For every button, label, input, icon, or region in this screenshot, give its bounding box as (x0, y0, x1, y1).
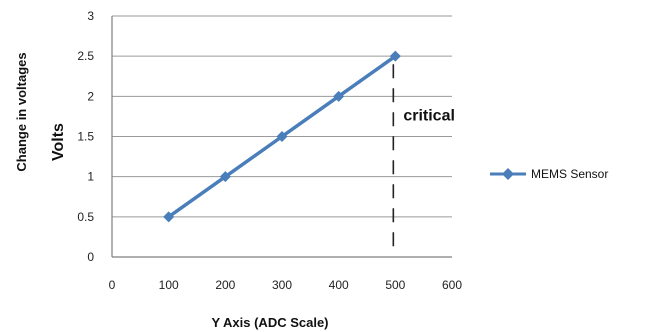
annotation-label: critical (403, 108, 455, 125)
y-axis-title-inner: Volts (50, 123, 67, 161)
legend-label: MEMS Sensor (531, 167, 608, 181)
data-point (333, 90, 345, 102)
x-tick-label: 300 (272, 278, 292, 292)
x-tick-label: 500 (385, 278, 405, 292)
x-tick-label: 600 (442, 278, 462, 292)
x-tick-labels: 0 100 200 300 400 500 600 (109, 278, 463, 292)
x-tick-label: 400 (329, 278, 349, 292)
y-tick-label: 1.5 (77, 130, 94, 144)
y-tick-label: 0 (87, 250, 94, 264)
y-tick-label: 2 (87, 89, 94, 103)
x-tick-label: 0 (109, 278, 116, 292)
legend: MEMS Sensor (490, 167, 608, 181)
data-point (163, 211, 175, 223)
y-tick-labels: 0 0.5 1 1.5 2 2.5 3 (77, 9, 94, 264)
x-axis-title: Y Axis (ADC Scale) (211, 315, 328, 330)
y-tick-label: 2.5 (77, 49, 94, 63)
legend-marker (502, 168, 514, 180)
x-tick-label: 200 (215, 278, 235, 292)
data-point (219, 171, 231, 183)
y-tick-label: 0.5 (77, 210, 94, 224)
axes (111, 16, 452, 258)
series-mems-sensor (163, 50, 401, 223)
x-tick-label: 100 (159, 278, 179, 292)
data-point (389, 50, 401, 62)
annotation-critical: critical (392, 64, 455, 253)
y-tick-label: 3 (87, 9, 94, 23)
y-tick-label: 1 (87, 170, 94, 184)
data-point (276, 131, 288, 142)
y-axis-title-outer: Change in voltages (14, 52, 29, 171)
